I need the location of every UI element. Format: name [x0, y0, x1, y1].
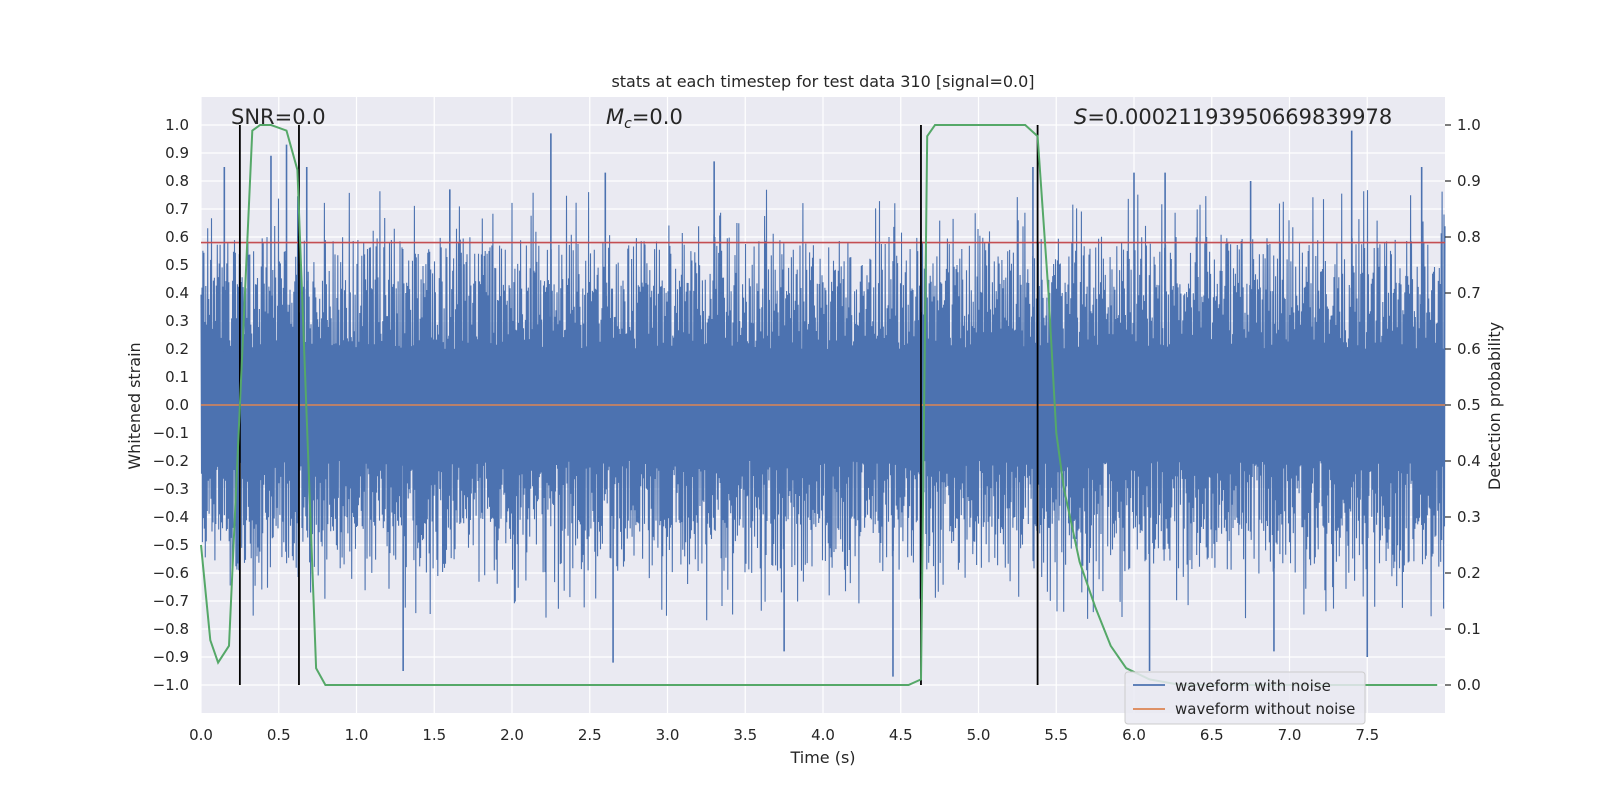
y-tick-label: 0.8: [165, 172, 189, 190]
y-tick-label: −0.2: [153, 452, 189, 470]
mc-subscript: c: [624, 116, 632, 132]
x-axis-ticks: 0.0 0.5 1.0 1.5 2.0 2.5 3.0 3.5 4.0 4.5 5.0 5.5 6.0 6…: [189, 726, 1379, 744]
legend-label-noise: waveform with noise: [1175, 677, 1331, 695]
y-tick-label: −0.4: [153, 508, 189, 526]
x-tick-label: 5.5: [1044, 726, 1068, 744]
y-tick-label: −0.3: [153, 480, 189, 498]
chart-title: stats at each timestep for test data 310…: [611, 72, 1034, 91]
mc-value: =0.0: [632, 105, 683, 129]
y-axis-ticks: 1.0 0.9 0.8 0.7 0.6 0.5 0.4 0.3 0.2 0.1 0.0 −0.1 −0.…: [153, 116, 189, 694]
y-tick-label: 0.7: [165, 200, 189, 218]
x-tick-label: 2.5: [578, 726, 602, 744]
y2-axis-label: Detection probability: [1485, 322, 1504, 490]
x-tick-label: 1.0: [345, 726, 369, 744]
y2-tick-label: 0.9: [1457, 172, 1481, 190]
y-tick-label: 0.5: [165, 256, 189, 274]
x-tick-label: 5.0: [967, 726, 991, 744]
x-tick-label: 7.5: [1355, 726, 1379, 744]
noise-waveform-series: [200, 130, 1446, 677]
legend-box: [1124, 671, 1366, 725]
y2-tick-label: 0.2: [1457, 564, 1481, 582]
y-tick-label: 0.4: [165, 284, 189, 302]
y2-tick-label: 0.0: [1457, 676, 1481, 694]
detection-probability-line: [200, 124, 1438, 686]
x-tick-label: 4.5: [889, 726, 913, 744]
y2-tick-label: 0.7: [1457, 284, 1481, 302]
overlay-lines: [200, 124, 1445, 686]
y-tick-label: −0.1: [153, 424, 189, 442]
y-tick-label: 0.1: [165, 368, 189, 386]
y2-tick-label: 1.0: [1457, 116, 1481, 134]
x-tick-label: 3.5: [733, 726, 757, 744]
y-tick-label: −0.5: [153, 536, 189, 554]
y2-tick-label: 0.6: [1457, 340, 1481, 358]
y-tick-label: −0.6: [153, 564, 189, 582]
y-tick-label: 0.3: [165, 312, 189, 330]
x-tick-label: 4.0: [811, 726, 835, 744]
chirp-mass-annotation: Mc=0.0: [606, 105, 683, 132]
y2-tick-label: 0.5: [1457, 396, 1481, 414]
s-value: =0.00021193950669839978: [1087, 105, 1392, 129]
y2-tick-label: 0.1: [1457, 620, 1481, 638]
y-tick-label: 0.9: [165, 144, 189, 162]
y-tick-label: 1.0: [165, 116, 189, 134]
x-tick-label: 0.0: [189, 726, 213, 744]
y-axis-label: Whitened strain: [125, 342, 144, 469]
y-tick-label: −0.8: [153, 620, 189, 638]
y-tick-label: −0.7: [153, 592, 189, 610]
y-tick-label: 0.2: [165, 340, 189, 358]
y2-axis-ticks: 1.0 0.9 0.8 0.7 0.6 0.5 0.4 0.3 0.2 0.1 0.0: [1445, 116, 1481, 694]
mc-symbol: M: [606, 105, 624, 129]
noise-core-band: [201, 351, 1445, 461]
s-annotation: S=0.00021193950669839978: [1074, 105, 1392, 129]
y2-tick-label: 0.3: [1457, 508, 1481, 526]
legend-label-clean: waveform without noise: [1175, 700, 1355, 718]
x-tick-label: 1.5: [422, 726, 446, 744]
x-tick-label: 7.0: [1278, 726, 1302, 744]
x-tick-label: 3.0: [656, 726, 680, 744]
x-tick-label: 6.0: [1122, 726, 1146, 744]
y-tick-label: −0.9: [153, 648, 189, 666]
y-tick-label: 0.6: [165, 228, 189, 246]
y-tick-label: −1.0: [153, 676, 189, 694]
x-tick-label: 2.0: [500, 726, 524, 744]
x-axis-label: Time (s): [789, 748, 855, 767]
x-tick-label: 0.5: [267, 726, 291, 744]
x-tick-label: 6.5: [1200, 726, 1224, 744]
y2-tick-label: 0.4: [1457, 452, 1481, 470]
legend: waveform with noise waveform without noi…: [1124, 671, 1366, 725]
y2-tick-label: 0.8: [1457, 228, 1481, 246]
snr-annotation: SNR=0.0: [231, 105, 326, 129]
y-tick-label: 0.0: [165, 396, 189, 414]
s-symbol: S: [1074, 105, 1087, 129]
